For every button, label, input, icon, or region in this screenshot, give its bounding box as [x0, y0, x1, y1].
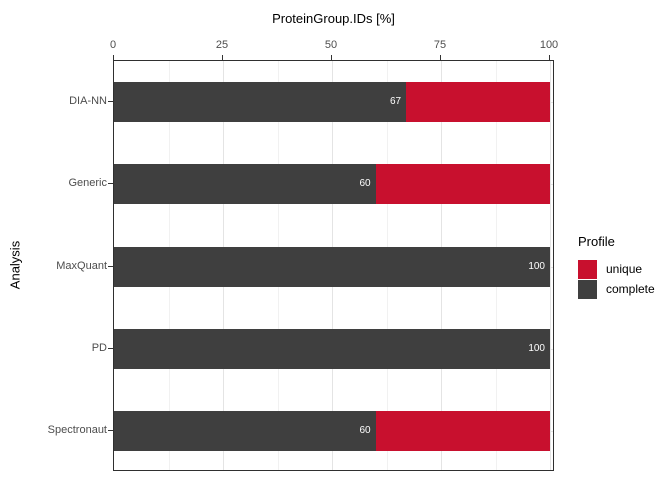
y-tick-label-spectronaut: Spectronaut: [47, 424, 107, 436]
x-tick-mark: [222, 55, 223, 60]
y-tick-label-pd: PD: [91, 342, 107, 354]
y-tick-mark: [108, 266, 113, 267]
y-tick-mark: [108, 183, 113, 184]
bar-segment-complete: 60: [114, 164, 376, 204]
bar-row-dia-nn: 67: [114, 82, 550, 122]
legend-entries: unique complete: [578, 259, 655, 299]
y-tick-mark: [108, 101, 113, 102]
x-tick-label: 50: [324, 39, 338, 51]
bar-segment-complete: 100: [114, 247, 550, 287]
bar-value-label: 67: [389, 96, 402, 107]
legend-label-unique: unique: [606, 262, 643, 276]
legend-label-complete: complete: [606, 282, 655, 296]
x-tick-label: 25: [215, 39, 229, 51]
y-tick-label-dia-nn: DIA-NN: [69, 95, 107, 107]
x-tick-mark: [113, 55, 114, 60]
y-tick-mark: [108, 348, 113, 349]
legend-entry-complete: complete: [578, 279, 655, 299]
bar-segment-complete: 67: [114, 82, 407, 122]
bar-value-label: 60: [359, 178, 371, 189]
x-tick-label: 100: [539, 39, 559, 51]
bar-segment-complete: 100: [114, 329, 550, 369]
x-tick-label: 75: [433, 39, 447, 51]
bar-value-label: 100: [528, 343, 545, 354]
x-tick-label: 0: [109, 39, 117, 51]
bar-segment-unique: [375, 411, 550, 451]
bar-value-label: 60: [359, 425, 371, 436]
y-tick-mark: [108, 430, 113, 431]
y-tick-label-maxquant: MaxQuant: [56, 260, 107, 272]
bar-segment-unique: [375, 164, 550, 204]
bar-row-spectronaut: 60: [114, 411, 550, 451]
legend-swatch-unique: [578, 259, 597, 279]
x-tick-mark: [331, 55, 332, 60]
legend-title: Profile: [578, 234, 615, 249]
bar-row-generic: 60: [114, 164, 550, 204]
legend-entry-unique: unique: [578, 259, 655, 279]
x-tick-mark: [549, 55, 550, 60]
bar-segment-complete: 60: [114, 411, 376, 451]
gridline-vertical: [550, 61, 551, 470]
plot-panel: 67 60 100 100 60: [113, 60, 554, 471]
legend-swatch-complete: [578, 279, 597, 299]
bar-row-pd: 100: [114, 329, 550, 369]
chart-title: ProteinGroup.IDs [%]: [272, 11, 395, 26]
bar-segment-unique: [406, 82, 550, 122]
x-tick-mark: [440, 55, 441, 60]
bar-value-label: 100: [528, 261, 545, 272]
legend: Profile unique complete: [578, 234, 655, 299]
bar-row-maxquant: 100: [114, 247, 550, 287]
y-tick-label-generic: Generic: [68, 177, 107, 189]
